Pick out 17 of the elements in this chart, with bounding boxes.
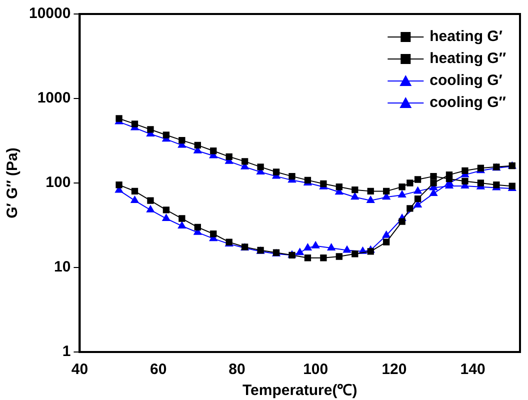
x-tick-label: 100 (303, 361, 328, 378)
x-tick-label: 120 (382, 361, 407, 378)
x-tick-label: 80 (228, 361, 246, 378)
x-tick-label: 40 (71, 361, 88, 378)
x-axis-title: Temperature(℃) (242, 382, 358, 400)
legend-label: cooling G″ (430, 94, 506, 112)
x-tick-label: 60 (150, 361, 167, 378)
legend-label: heating G′ (430, 28, 503, 46)
y-axis-title: G′ G″ (Pa) (4, 148, 22, 218)
y-tick-label: 1 (62, 343, 71, 360)
x-tick-label: 140 (460, 361, 486, 378)
y-tick-label: 100 (46, 174, 71, 192)
y-tick-label: 10 (54, 258, 71, 276)
legend-label: cooling G′ (430, 72, 503, 90)
legend-label: heating G″ (430, 50, 506, 68)
y-tick-label: 10000 (28, 5, 71, 22)
y-tick-label: 1000 (37, 90, 71, 107)
